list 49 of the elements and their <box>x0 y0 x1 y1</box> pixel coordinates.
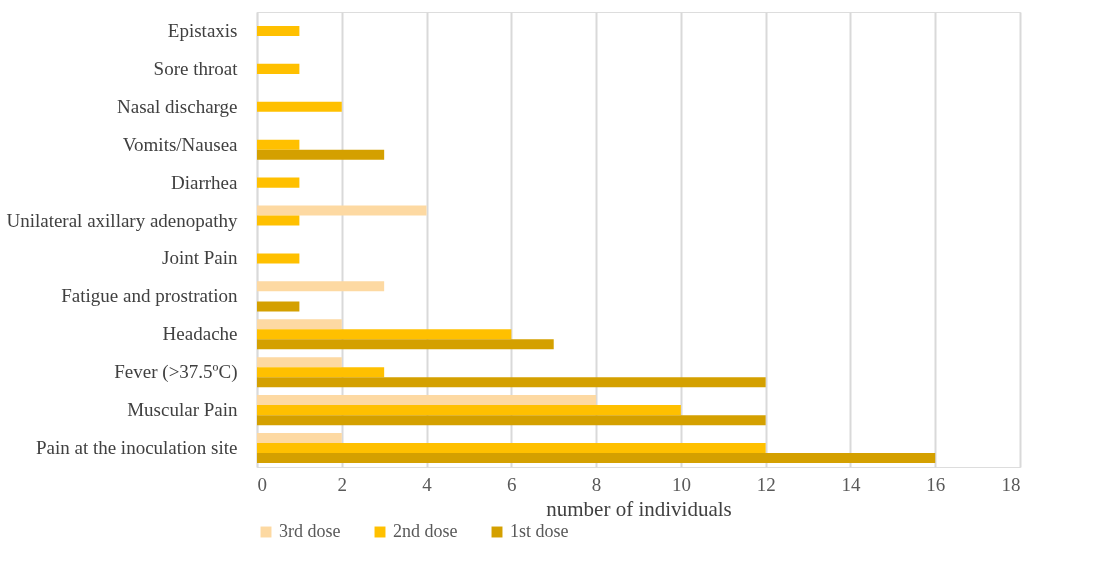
bar <box>257 177 300 188</box>
x-tick-label: 0 <box>257 473 267 495</box>
y-tick-label: Epistaxis <box>167 19 238 41</box>
bar <box>257 301 300 312</box>
bar <box>257 139 300 150</box>
y-tick-label: Joint Pain <box>162 247 238 269</box>
x-tick-label: 18 <box>1001 473 1021 495</box>
bar <box>257 205 427 216</box>
y-tick-label: Vomits/Nausea <box>122 133 239 155</box>
y-tick-label: Headache <box>162 323 238 345</box>
x-axis-title: number of individuals <box>546 496 732 521</box>
x-tick-label: 16 <box>926 473 946 495</box>
bar <box>257 367 385 378</box>
x-tick-label: 14 <box>841 473 861 495</box>
y-tick-label: Sore throat <box>153 57 239 79</box>
bar <box>257 149 385 160</box>
bar <box>257 433 342 444</box>
x-tick-label: 8 <box>591 473 602 495</box>
bar <box>257 215 300 226</box>
legend-label: 2nd dose <box>393 521 458 541</box>
bar <box>257 443 766 454</box>
y-tick-label: Fever (>37.5ºC) <box>114 361 238 384</box>
bar <box>257 339 554 350</box>
bar <box>257 415 766 426</box>
x-tick-label: 6 <box>507 473 517 495</box>
y-tick-label: Fatigue and prostration <box>61 285 238 307</box>
bar <box>257 329 512 340</box>
bar <box>257 281 385 292</box>
bar <box>257 253 300 264</box>
x-tick-label: 10 <box>671 473 691 495</box>
y-tick-label: Nasal discharge <box>117 95 238 117</box>
y-tick-label: Diarrhea <box>171 171 239 193</box>
y-tick-label: Unilateral axillary adenopathy <box>6 209 238 231</box>
x-tick-label: 12 <box>756 473 776 495</box>
legend-label: 1st dose <box>510 521 569 541</box>
bar <box>257 377 766 388</box>
y-tick-label: Pain at the inoculation site <box>35 437 238 459</box>
bar <box>257 405 681 416</box>
bar <box>257 319 342 330</box>
bar <box>257 101 342 112</box>
bar <box>257 395 597 406</box>
x-tick-label: 2 <box>337 473 348 495</box>
bar <box>257 25 300 36</box>
x-tick-label: 4 <box>422 473 433 495</box>
bar <box>257 357 342 368</box>
y-tick-label: Muscular Pain <box>127 399 238 421</box>
legend-label: 3rd dose <box>279 521 341 541</box>
bar <box>257 63 300 74</box>
bar <box>257 453 936 464</box>
